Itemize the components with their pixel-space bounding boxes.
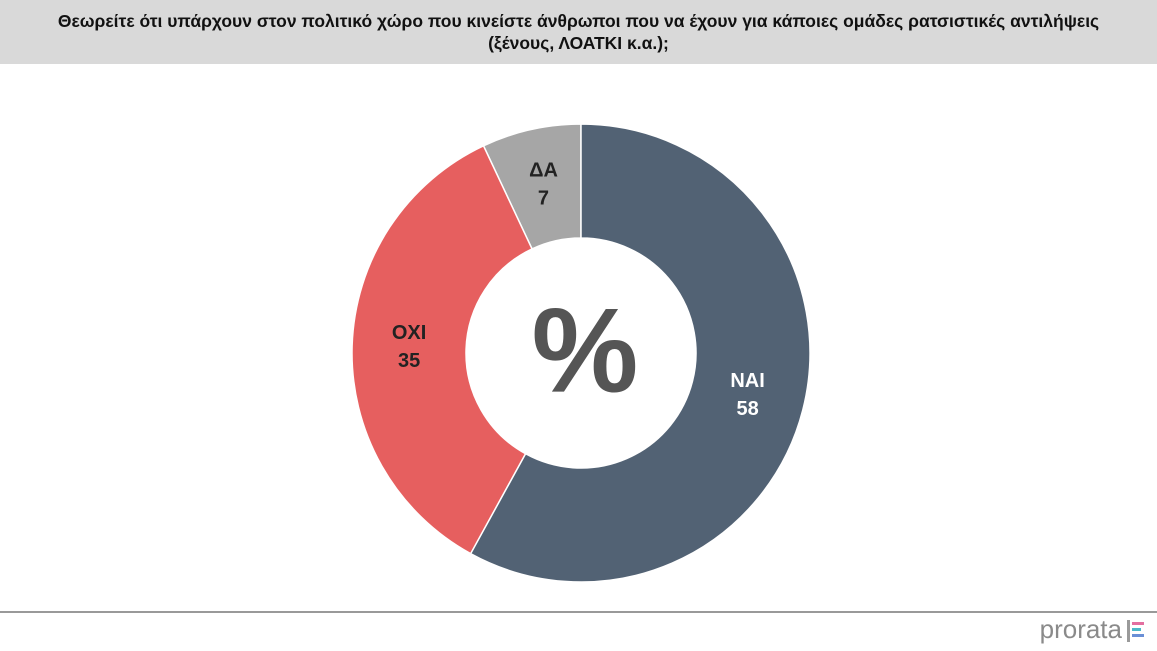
slice-category: ΝΑΙ	[730, 370, 764, 392]
slice	[469, 123, 811, 583]
slice-category: ΟΧΙ	[392, 322, 426, 344]
slice	[351, 144, 534, 555]
logo: prorata	[1040, 614, 1123, 644]
center-label: %	[532, 284, 639, 418]
slice-category: ΔΑ	[529, 159, 558, 181]
slice-value: 35	[398, 350, 420, 372]
slice-value: 7	[538, 187, 549, 209]
title-bar: Θεωρείτε ότι υπάρχουν στον πολιτικό χώρο…	[0, 0, 1157, 64]
slice-value: 58	[736, 398, 758, 420]
logo-icon	[1127, 620, 1144, 642]
chart-title: Θεωρείτε ότι υπάρχουν στον πολιτικό χώρο…	[57, 11, 1100, 53]
